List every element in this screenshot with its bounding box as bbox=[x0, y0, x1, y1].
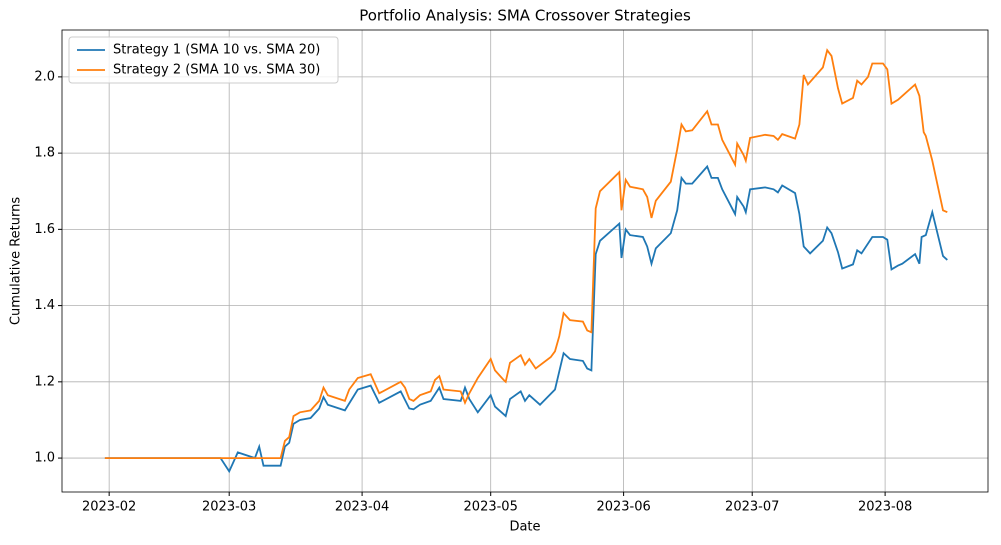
x-tick-label: 2023-02 bbox=[82, 500, 136, 515]
x-axis-label: Date bbox=[509, 520, 540, 535]
y-axis-label: Cumulative Returns bbox=[9, 197, 24, 325]
y-tick-label: 2.0 bbox=[34, 69, 55, 84]
line bbox=[104, 164, 948, 474]
legend-box bbox=[68, 36, 339, 84]
y-tick-label: 1.4 bbox=[34, 298, 55, 313]
y-tick-label: 1.6 bbox=[34, 222, 55, 237]
chart-title: Portfolio Analysis: SMA Crossover Strate… bbox=[359, 7, 691, 25]
x-tick-label: 2023-07 bbox=[725, 500, 779, 515]
x-tick-label: 2023-03 bbox=[202, 500, 256, 515]
legend: Strategy 1 (SMA 10 vs. SMA 20) Strategy 2… bbox=[68, 36, 339, 84]
y-tick-label: 1.0 bbox=[34, 451, 55, 466]
y-tick-label: 1.2 bbox=[34, 374, 55, 389]
x-tick-label: 2023-06 bbox=[596, 500, 650, 515]
legend-label: Strategy 1 (SMA 10 vs. SMA 20) bbox=[113, 43, 320, 58]
legend-label: Strategy 2 (SMA 10 vs. SMA 30) bbox=[113, 63, 320, 78]
x-tick-label: 2023-08 bbox=[858, 500, 912, 515]
x-tick-label: 2023-05 bbox=[464, 500, 518, 515]
plot-frame bbox=[61, 29, 989, 493]
y-tick-label: 1.8 bbox=[34, 146, 55, 161]
line bbox=[104, 48, 948, 459]
x-tick-label: 2023-04 bbox=[335, 500, 389, 515]
